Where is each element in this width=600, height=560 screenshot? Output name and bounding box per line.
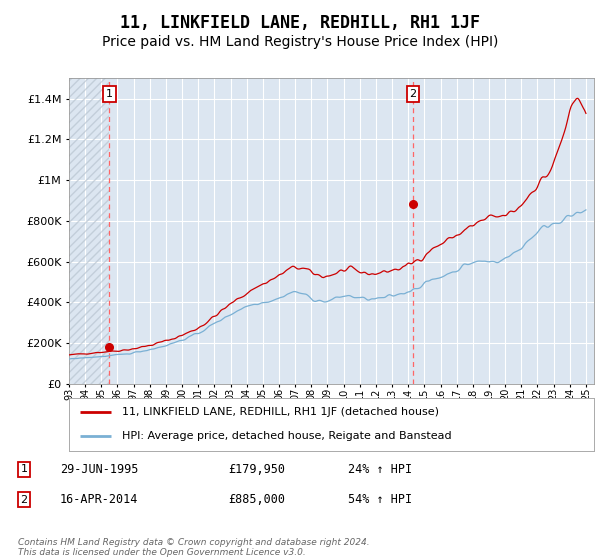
Text: £885,000: £885,000	[228, 493, 285, 506]
Text: 2: 2	[409, 89, 416, 99]
Bar	[69, 78, 109, 384]
Text: £179,950: £179,950	[228, 463, 285, 476]
Text: 11, LINKFIELD LANE, REDHILL, RH1 1JF: 11, LINKFIELD LANE, REDHILL, RH1 1JF	[120, 14, 480, 32]
Text: 29-JUN-1995: 29-JUN-1995	[60, 463, 139, 476]
Text: Contains HM Land Registry data © Crown copyright and database right 2024.
This d: Contains HM Land Registry data © Crown c…	[18, 538, 370, 557]
Text: 1: 1	[20, 464, 28, 474]
Text: 11, LINKFIELD LANE, REDHILL, RH1 1JF (detached house): 11, LINKFIELD LANE, REDHILL, RH1 1JF (de…	[121, 408, 439, 418]
Text: 16-APR-2014: 16-APR-2014	[60, 493, 139, 506]
Text: 24% ↑ HPI: 24% ↑ HPI	[348, 463, 412, 476]
Text: 54% ↑ HPI: 54% ↑ HPI	[348, 493, 412, 506]
Text: 2: 2	[20, 494, 28, 505]
Text: HPI: Average price, detached house, Reigate and Banstead: HPI: Average price, detached house, Reig…	[121, 431, 451, 441]
Text: Price paid vs. HM Land Registry's House Price Index (HPI): Price paid vs. HM Land Registry's House …	[102, 35, 498, 49]
Text: 1: 1	[106, 89, 113, 99]
